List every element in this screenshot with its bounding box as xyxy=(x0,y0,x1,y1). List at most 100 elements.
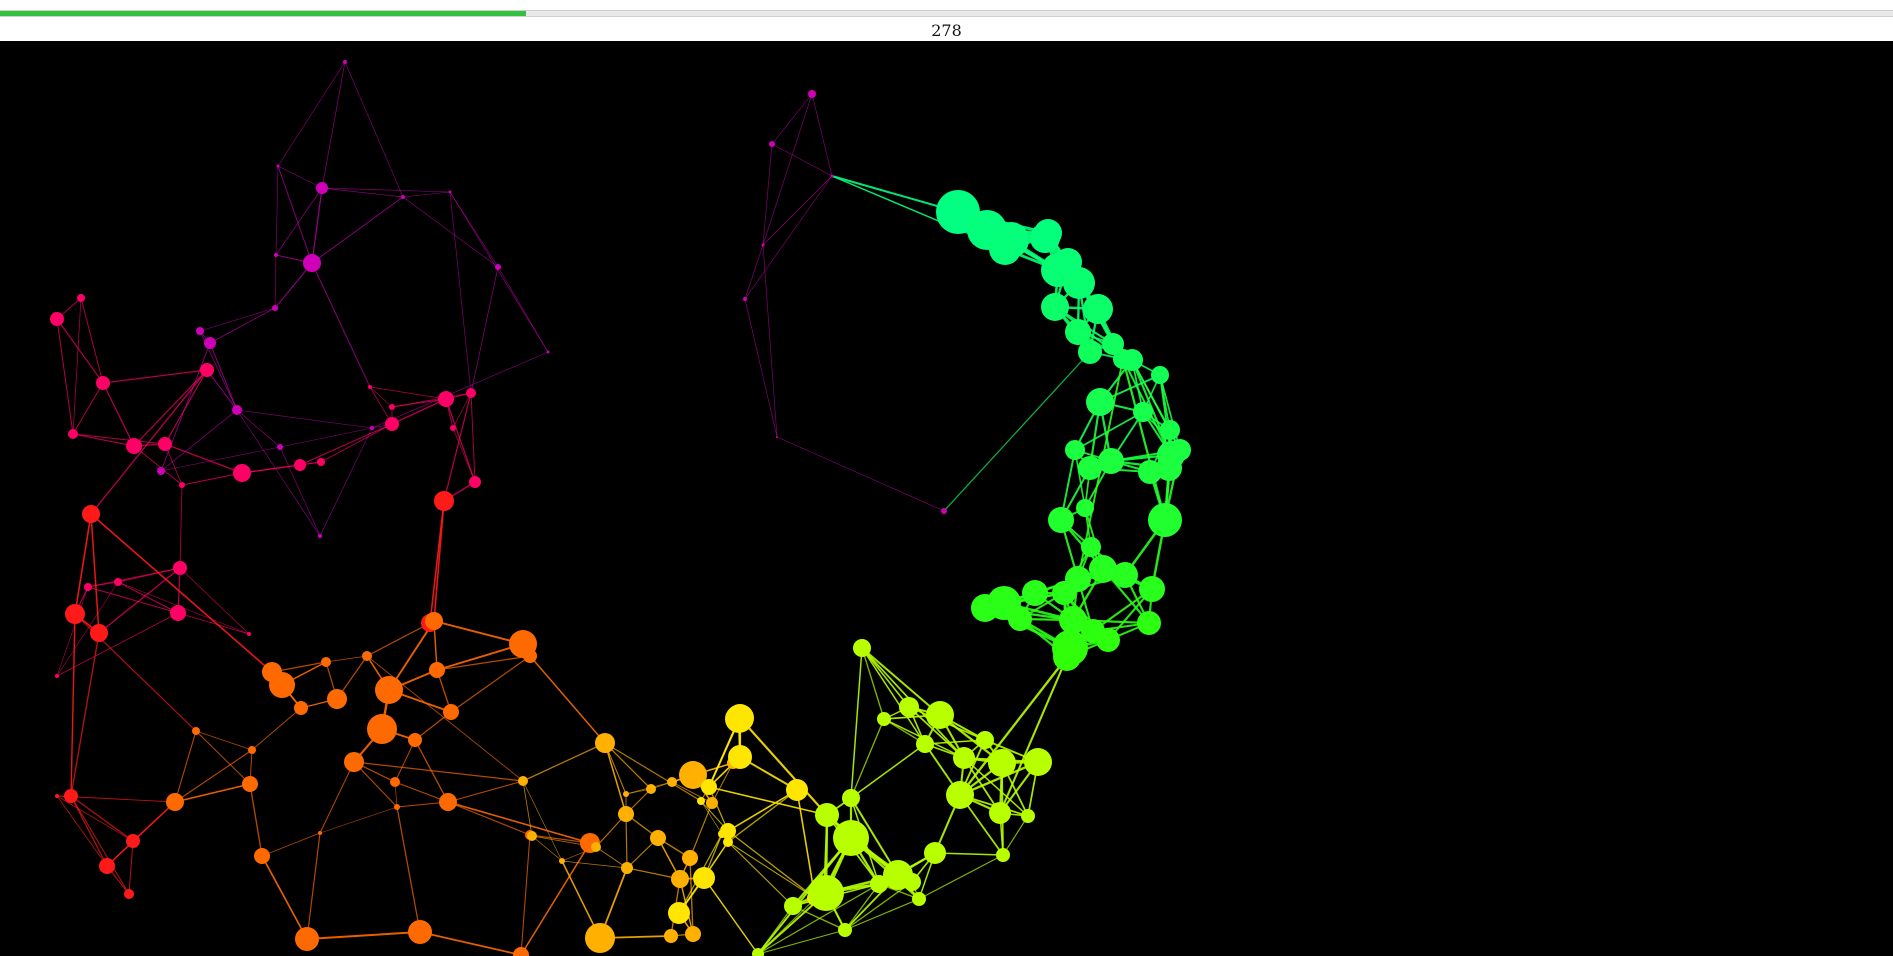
graph-node[interactable] xyxy=(1098,448,1124,474)
graph-node[interactable] xyxy=(1048,507,1074,533)
graph-node[interactable] xyxy=(321,657,331,667)
graph-node[interactable] xyxy=(344,752,364,772)
graph-node[interactable] xyxy=(668,902,690,924)
graph-node[interactable] xyxy=(786,779,808,801)
graph-node[interactable] xyxy=(842,789,860,807)
graph-node[interactable] xyxy=(618,806,634,822)
graph-node[interactable] xyxy=(126,834,140,848)
graph-node[interactable] xyxy=(90,624,108,642)
graph-node[interactable] xyxy=(769,141,775,147)
graph-node[interactable] xyxy=(1169,439,1191,461)
graph-node[interactable] xyxy=(682,850,698,866)
graph-node[interactable] xyxy=(976,731,994,749)
graph-node[interactable] xyxy=(269,672,295,698)
graph-node[interactable] xyxy=(1096,628,1120,652)
graph-node[interactable] xyxy=(295,927,319,951)
graph-node[interactable] xyxy=(247,632,251,636)
graph-node[interactable] xyxy=(68,429,78,439)
graph-node[interactable] xyxy=(591,842,601,852)
graph-node[interactable] xyxy=(1065,566,1091,592)
graph-node[interactable] xyxy=(701,779,717,795)
graph-node[interactable] xyxy=(903,873,921,891)
graph-node[interactable] xyxy=(1081,537,1101,557)
graph-node[interactable] xyxy=(495,264,501,270)
graph-node[interactable] xyxy=(1022,580,1048,606)
graph-node[interactable] xyxy=(752,948,764,956)
graph-node[interactable] xyxy=(443,704,459,720)
graph-node[interactable] xyxy=(55,794,59,798)
graph-node[interactable] xyxy=(233,464,251,482)
graph-node[interactable] xyxy=(989,802,1011,824)
graph-node[interactable] xyxy=(166,793,184,811)
graph-node[interactable] xyxy=(385,417,399,431)
graph-node[interactable] xyxy=(1137,611,1161,635)
graph-node[interactable] xyxy=(316,182,328,194)
graph-node[interactable] xyxy=(623,791,629,797)
graph-node[interactable] xyxy=(124,889,134,899)
graph-node[interactable] xyxy=(408,920,432,944)
graph-node[interactable] xyxy=(1034,219,1062,247)
graph-node[interactable] xyxy=(650,830,666,846)
graph-node[interactable] xyxy=(362,651,372,661)
graph-node[interactable] xyxy=(196,327,204,335)
graph-node[interactable] xyxy=(469,476,481,488)
graph-node[interactable] xyxy=(367,714,397,744)
graph-node[interactable] xyxy=(375,676,403,704)
graph-node[interactable] xyxy=(408,733,422,747)
graph-node[interactable] xyxy=(1112,562,1138,588)
graph-node[interactable] xyxy=(204,337,216,349)
graph-node[interactable] xyxy=(170,605,186,621)
graph-node[interactable] xyxy=(953,747,975,769)
graph-node[interactable] xyxy=(728,745,752,769)
graph-node[interactable] xyxy=(1008,607,1032,631)
graph-node[interactable] xyxy=(899,697,919,717)
graph-node[interactable] xyxy=(1113,349,1133,369)
graph-node[interactable] xyxy=(830,174,834,178)
graph-node[interactable] xyxy=(1041,293,1069,321)
graph-node[interactable] xyxy=(784,897,802,915)
graph-node[interactable] xyxy=(833,820,869,856)
graph-node[interactable] xyxy=(621,862,633,874)
graph-node[interactable] xyxy=(1054,248,1082,276)
graph-node[interactable] xyxy=(114,578,122,586)
graph-node[interactable] xyxy=(448,190,452,194)
graph-node[interactable] xyxy=(912,892,926,906)
graph-node[interactable] xyxy=(870,875,888,893)
graph-node[interactable] xyxy=(916,735,934,753)
graph-node[interactable] xyxy=(513,947,529,956)
graph-node[interactable] xyxy=(941,508,947,514)
graph-node[interactable] xyxy=(1138,460,1162,484)
graph-node[interactable] xyxy=(646,784,656,794)
graph-node[interactable] xyxy=(390,777,400,787)
graph-node[interactable] xyxy=(232,405,242,415)
graph-node[interactable] xyxy=(1021,809,1035,823)
graph-node[interactable] xyxy=(808,90,816,98)
graph-node[interactable] xyxy=(192,727,200,735)
graph-node[interactable] xyxy=(401,195,405,199)
graph-node[interactable] xyxy=(926,701,954,729)
graph-node[interactable] xyxy=(425,612,443,630)
graph-node[interactable] xyxy=(706,797,718,809)
graph-node[interactable] xyxy=(99,858,115,874)
graph-node[interactable] xyxy=(726,704,754,732)
graph-node[interactable] xyxy=(276,164,280,168)
graph-node[interactable] xyxy=(394,804,400,810)
graph-node[interactable] xyxy=(523,649,537,663)
graph-node[interactable] xyxy=(84,583,92,591)
graph-node[interactable] xyxy=(1053,643,1081,671)
graph-node[interactable] xyxy=(1086,388,1114,416)
graph-node[interactable] xyxy=(1089,555,1117,583)
graph-node[interactable] xyxy=(808,875,844,911)
graph-node[interactable] xyxy=(685,926,701,942)
graph-node[interactable] xyxy=(595,733,615,753)
graph-node[interactable] xyxy=(946,781,974,809)
graph-node[interactable] xyxy=(327,689,347,709)
graph-node[interactable] xyxy=(776,436,778,438)
graph-node[interactable] xyxy=(996,848,1010,862)
graph-node[interactable] xyxy=(254,848,270,864)
graph-node[interactable] xyxy=(1078,340,1102,364)
graph-node[interactable] xyxy=(664,929,678,943)
graph-node[interactable] xyxy=(439,793,457,811)
graph-node[interactable] xyxy=(1160,420,1180,440)
graph-node[interactable] xyxy=(693,867,715,889)
